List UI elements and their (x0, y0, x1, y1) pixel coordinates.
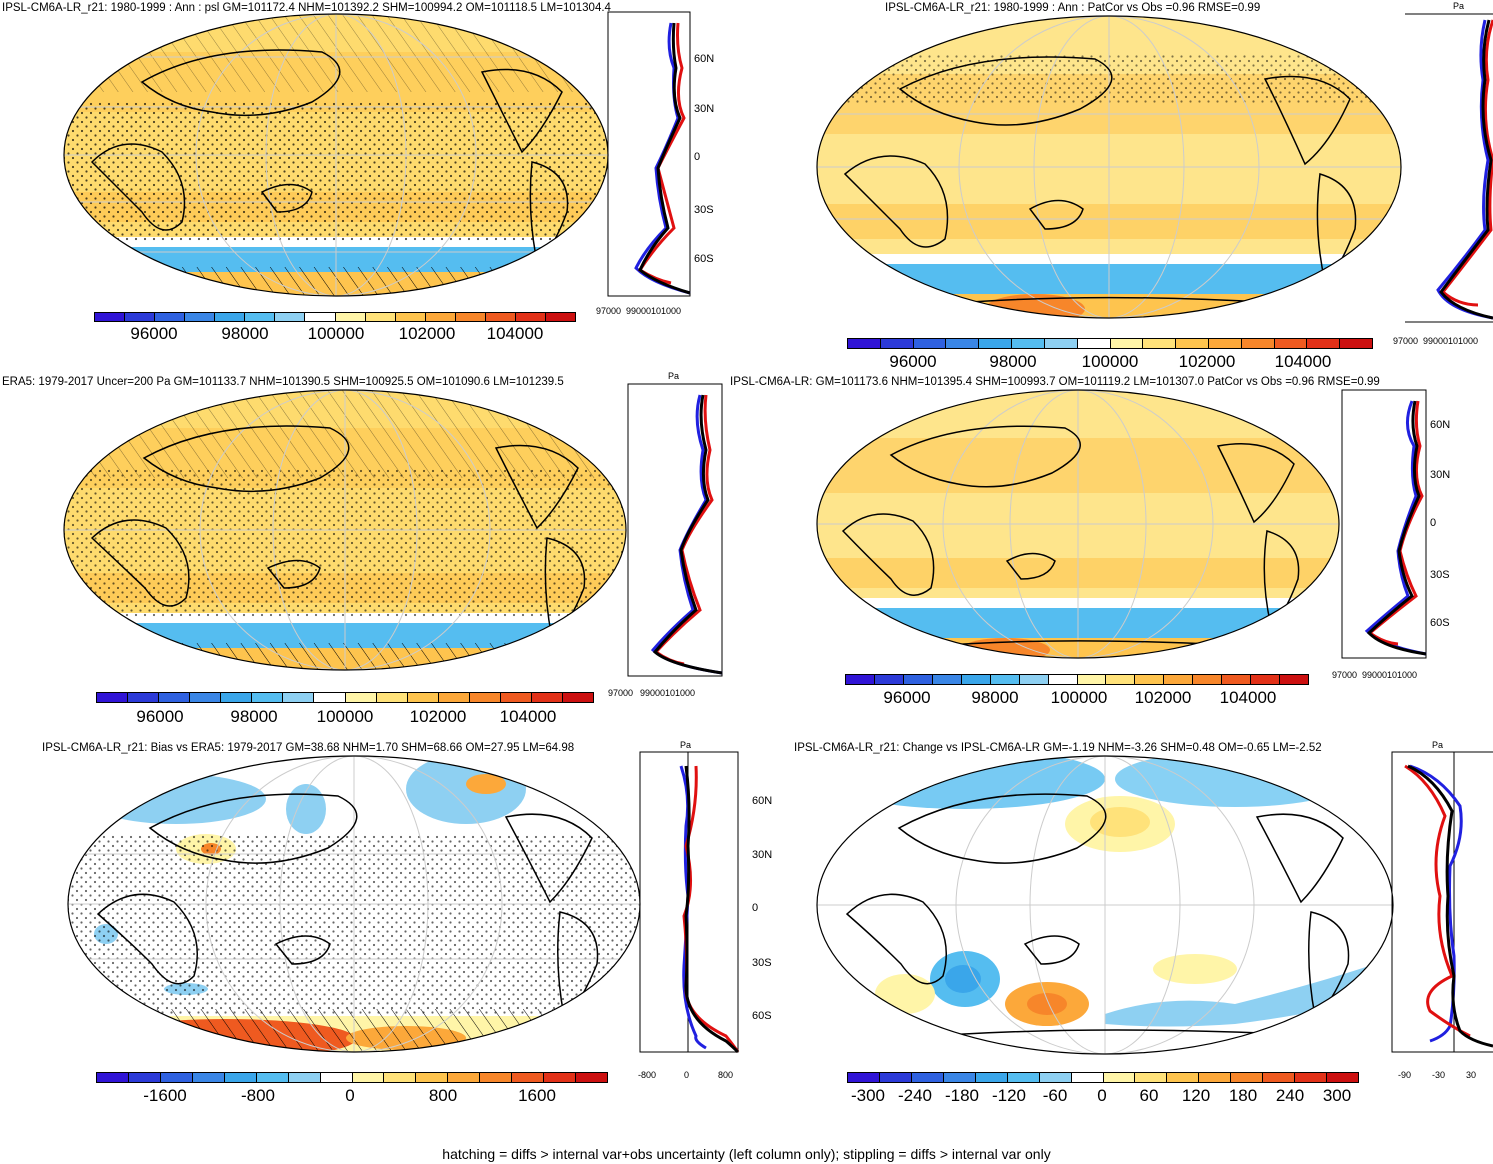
unit-label: Pa (1432, 740, 1443, 750)
colorbar-label: 104000 (1219, 688, 1277, 707)
colorbar (94, 312, 576, 322)
colorbar-label: 0 (345, 1086, 355, 1105)
profile-xtick: 99000101000 (626, 306, 681, 316)
zonal-mean-profile: 60N 30N 0 30S 60S 97000 99000101000 (596, 11, 714, 316)
colorbar (96, 1072, 608, 1083)
colorbar-label: -800 (240, 1086, 276, 1105)
zonal-mean-profile: Pa 97000 99000101000 (1393, 1, 1493, 346)
world-map (816, 15, 1402, 319)
profile-xtick: 99000101000 (1423, 336, 1478, 346)
panel-title: ERA5: 1979-2017 Uncer=200 Pa GM=101133.7… (2, 376, 564, 388)
lat-label: 30N (752, 849, 772, 861)
colorbar-label: 102000 (1178, 352, 1236, 371)
colorbar-label: -240 (897, 1086, 933, 1105)
colorbar-label: -1600 (143, 1086, 187, 1105)
colorbar-label: 96000 (883, 688, 931, 707)
colorbar-label: 98000 (971, 688, 1019, 707)
colorbar-label: 800 (428, 1086, 458, 1105)
lat-label: 60N (752, 795, 772, 807)
lat-label: 30S (694, 204, 714, 216)
zonal-mean-profile: Pa -90 -30 30 (1391, 740, 1493, 1080)
colorbar-label: -180 (944, 1086, 980, 1105)
colorbar-label: 96000 (136, 707, 184, 726)
colorbar-label: 60 (1139, 1086, 1159, 1105)
colorbar-label: 300 (1322, 1086, 1352, 1105)
profile-xtick: -30 (1432, 1070, 1445, 1080)
colorbar (847, 1072, 1359, 1083)
colorbar-label: 240 (1275, 1086, 1305, 1105)
colorbar-label: 96000 (889, 352, 937, 371)
colorbar-label: 100000 (307, 324, 365, 343)
colorbar-label: -60 (1042, 1086, 1068, 1105)
panel-title: IPSL-CM6A-LR_r21: 1980-1999 : Ann : psl … (2, 2, 611, 14)
lat-label: 60S (1430, 617, 1450, 629)
lat-label: 0 (694, 151, 700, 163)
lat-label: 30S (752, 957, 772, 969)
colorbar-label: 104000 (499, 707, 557, 726)
world-map (67, 755, 641, 1053)
zonal-mean-profile: Pa 97000 99000101000 (608, 371, 723, 698)
colorbar-label: 102000 (398, 324, 456, 343)
world-map (816, 755, 1394, 1055)
lat-label: 60N (694, 53, 714, 65)
colorbar-label: 100000 (1081, 352, 1139, 371)
lat-label: 30N (694, 103, 714, 115)
unit-label: Pa (680, 740, 691, 750)
profile-xtick: 800 (718, 1070, 733, 1080)
world-map (63, 389, 627, 671)
panel-title: IPSL-CM6A-LR_r21: 1980-1999 : Ann : PatC… (885, 2, 1261, 14)
colorbar (847, 338, 1373, 349)
colorbar-label: 0 (1097, 1086, 1107, 1105)
profile-xtick: 97000 (596, 306, 621, 316)
footer-note: hatching = diffs > internal var+obs unce… (442, 1146, 1051, 1162)
world-map (816, 389, 1340, 659)
profile-xtick: -800 (638, 1070, 656, 1080)
lat-label: 30N (1430, 469, 1450, 481)
colorbar-label: 180 (1228, 1086, 1258, 1105)
zonal-mean-profile: Pa 60N 30N 0 30S 60S -800 0 800 (638, 740, 772, 1080)
unit-label: Pa (668, 371, 679, 381)
colorbar-label: 98000 (989, 352, 1037, 371)
panel-title: IPSL-CM6A-LR_r21: Bias vs ERA5: 1979-201… (42, 742, 575, 754)
profile-xtick: 0 (684, 1070, 689, 1080)
profile-xtick: 30 (1466, 1070, 1476, 1080)
colorbar-label: 100000 (1050, 688, 1108, 707)
profile-xtick: 99000101000 (1362, 670, 1417, 680)
zonal-mean-profile: 60N 30N 0 30S 60S 97000 99000101000 (1332, 389, 1450, 680)
colorbar-label: 104000 (1274, 352, 1332, 371)
colorbar-label: 102000 (1134, 688, 1192, 707)
unit-label: Pa (1453, 1, 1464, 11)
lat-label: 60N (1430, 419, 1450, 431)
colorbar-label: 102000 (409, 707, 467, 726)
profile-xtick: 97000 (608, 688, 633, 698)
profile-xtick: 97000 (1393, 336, 1418, 346)
colorbar-label: 100000 (316, 707, 374, 726)
panel-title: IPSL-CM6A-LR: GM=101173.6 NHM=101395.4 S… (730, 376, 1380, 388)
colorbar (845, 674, 1309, 685)
colorbar (96, 692, 594, 703)
lat-label: 60S (694, 253, 714, 265)
colorbar-label: 98000 (230, 707, 278, 726)
colorbar-label: -120 (991, 1086, 1027, 1105)
colorbar-label: 120 (1181, 1086, 1211, 1105)
lat-label: 30S (1430, 569, 1450, 581)
lat-label: 60S (752, 1010, 772, 1022)
lat-label: 0 (752, 902, 758, 914)
colorbar-label: 96000 (130, 324, 178, 343)
colorbar-label: 1600 (518, 1086, 556, 1105)
world-map (63, 13, 609, 297)
profile-xtick: 97000 (1332, 670, 1357, 680)
colorbar-label: 98000 (221, 324, 269, 343)
colorbar-label: -300 (850, 1086, 886, 1105)
colorbar-label: 104000 (486, 324, 544, 343)
profile-xtick: -90 (1398, 1070, 1411, 1080)
lat-label: 0 (1430, 517, 1436, 529)
profile-xtick: 99000101000 (640, 688, 695, 698)
panel-title: IPSL-CM6A-LR_r21: Change vs IPSL-CM6A-LR… (794, 742, 1322, 754)
